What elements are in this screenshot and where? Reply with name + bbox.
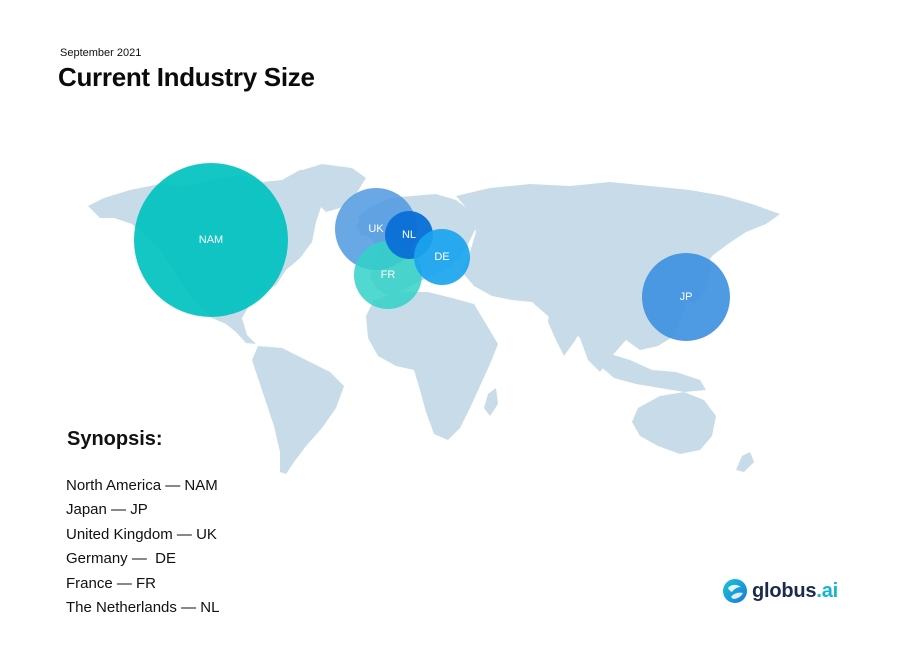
- land-madagascar: [484, 388, 498, 416]
- synopsis-item: France — FR: [66, 574, 157, 592]
- bubble-label-nl: NL: [402, 229, 416, 241]
- bubble-jp: JP: [642, 253, 730, 341]
- land-africa: [366, 292, 498, 440]
- logo-name: globus: [752, 579, 817, 602]
- bubble-label-fr: FR: [381, 269, 396, 281]
- synopsis-item: North America — NAM: [66, 477, 218, 494]
- industry-bubbles: NAM UK FR NL DE JP: [134, 163, 730, 341]
- land-australia: [632, 392, 716, 454]
- bubble-label-jp: JP: [680, 291, 693, 303]
- globe-icon: [723, 579, 747, 603]
- synopsis-item: Japan — JP: [66, 501, 148, 519]
- synopsis-item: United Kingdom — UK: [66, 525, 217, 543]
- land-south-america: [252, 346, 344, 474]
- bubble-nam: NAM: [134, 163, 288, 317]
- land-asia: [456, 182, 780, 372]
- page-title: Current Industry Size: [58, 62, 315, 92]
- land-new-zealand: [736, 452, 754, 472]
- bubble-de: DE: [414, 229, 470, 285]
- synopsis-list: North America — NAM Japan — JP United Ki…: [66, 474, 219, 620]
- synopsis-heading: Synopsis:: [67, 428, 163, 450]
- globus-logo: globus.ai: [722, 578, 838, 604]
- logo-wordmark: globus.ai: [752, 580, 838, 603]
- bubble-label-uk: UK: [368, 223, 384, 235]
- land-southeast-asia: [600, 352, 706, 392]
- bubble-label-de: DE: [434, 251, 449, 263]
- land-india: [548, 306, 584, 356]
- synopsis-item: The Netherlands — NL: [66, 598, 220, 616]
- synopsis-item: Germany — DE: [66, 550, 177, 568]
- bubble-label-nam: NAM: [199, 234, 223, 246]
- logo-suffix: .ai: [816, 579, 838, 602]
- report-date: September 2021: [60, 47, 142, 59]
